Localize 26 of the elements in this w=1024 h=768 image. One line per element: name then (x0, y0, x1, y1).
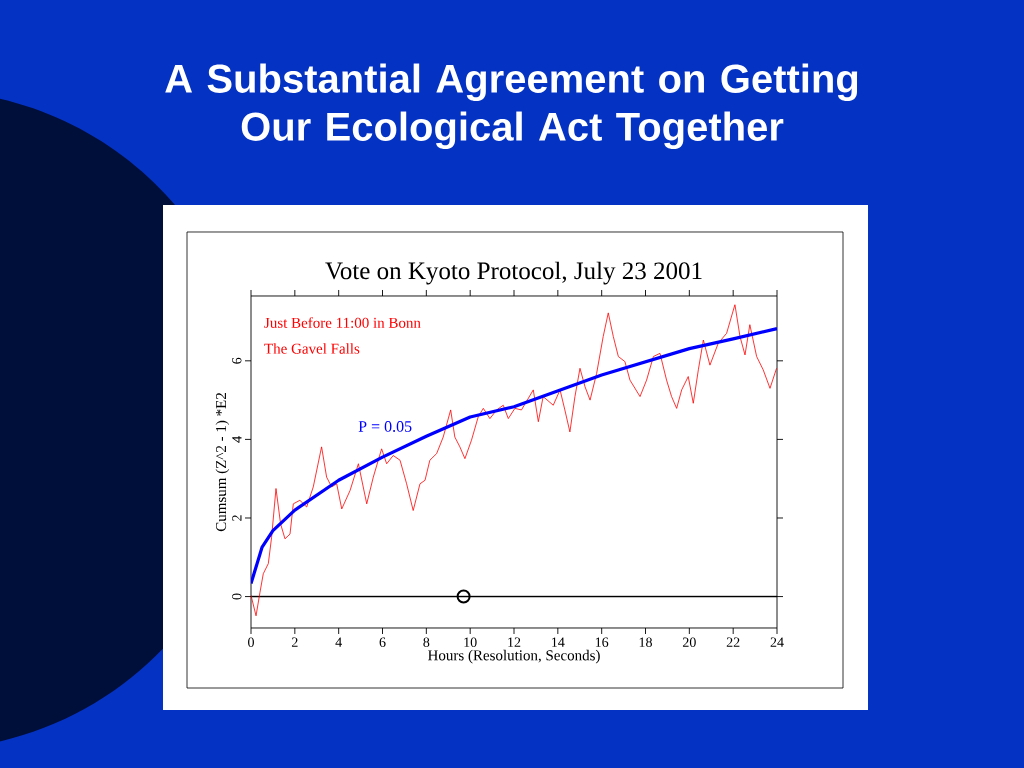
x-tick-label: 4 (335, 637, 342, 647)
x-tick-label: 6 (379, 637, 386, 647)
annotation: The Gavel Falls (264, 343, 360, 354)
x-tick-label: 0 (248, 637, 254, 647)
x-axis-title: Hours (Resolution, Seconds) (427, 649, 600, 664)
x-tick-label: 12 (508, 637, 521, 647)
series-label: P = 0.05 (358, 421, 412, 432)
x-tick-label: 20 (682, 637, 696, 647)
line-series (251, 327, 778, 586)
line-series (251, 304, 777, 617)
y-tick-label: 2 (232, 515, 242, 521)
chart-title: A Substantial Agreement on Getting Our Ecological Act Together (165, 63, 858, 149)
x-tick-label: 8 (423, 637, 430, 647)
x-tick-label: 10 (464, 637, 477, 647)
x-tick-label: 24 (770, 637, 784, 647)
annotation: Just Before 11:00 in Bonn (264, 317, 421, 328)
y-axis-title: Cumsum (Z^2 - 1) *E2 (215, 393, 230, 532)
x-tick-label: 18 (639, 637, 652, 647)
x-tick-label: 2 (291, 637, 298, 647)
x-tick-label: 14 (552, 637, 565, 647)
y-tick-label: 4 (232, 436, 242, 443)
y-tick-label: 6 (232, 357, 242, 364)
x-tick-label: 22 (726, 637, 740, 647)
x-tick-label: 16 (595, 637, 609, 647)
chart-subtitle: Vote on Kyoto Protocol, July 23 2001 (325, 261, 702, 285)
y-tick-label: 0 (232, 593, 242, 600)
